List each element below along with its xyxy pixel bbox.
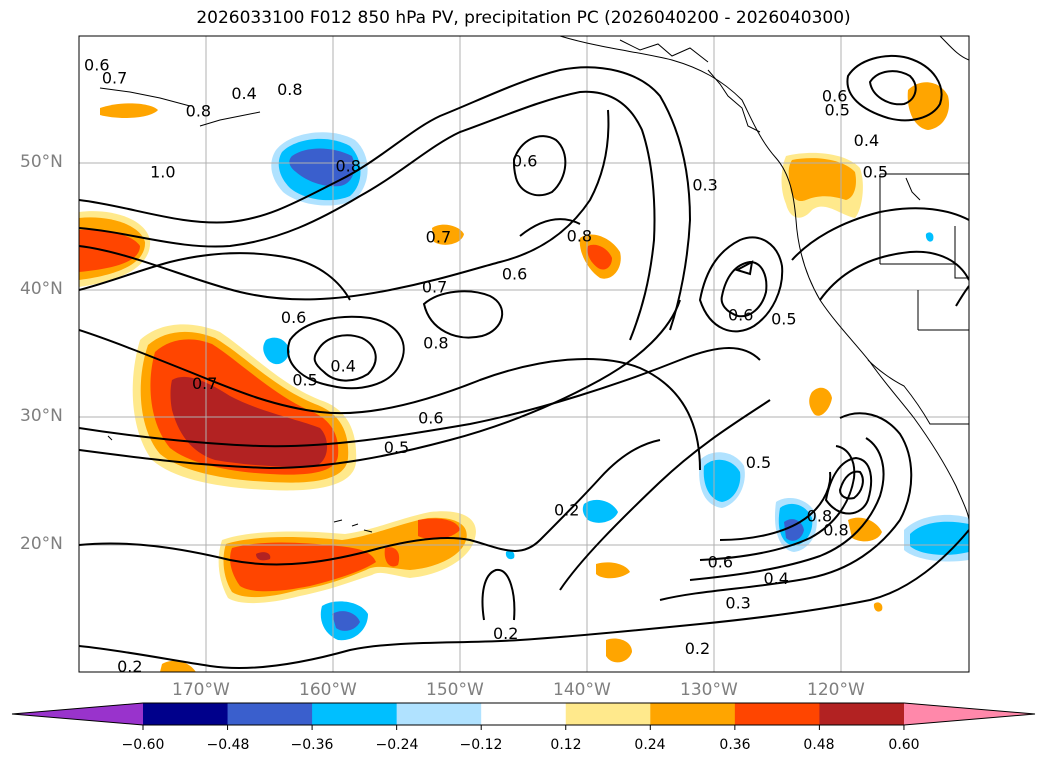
lon-label: 160°W [299, 680, 357, 700]
contour-label: 0.5 [771, 309, 796, 328]
colorbar-cell [312, 703, 398, 725]
contour-label: 0.3 [692, 175, 717, 194]
colorbar-tick-label: 0.24 [634, 737, 666, 753]
precip-positive-area [384, 547, 400, 567]
colorbar-cell [143, 703, 229, 725]
precip-positive-area [848, 517, 882, 542]
colorbar-tick-label: −0.24 [375, 737, 419, 753]
contour-label: 0.8 [277, 80, 302, 99]
contour-label: 0.5 [863, 163, 888, 182]
colorbar-cell [481, 703, 567, 725]
contour-label: 0.6 [84, 56, 109, 75]
contour-label: 0.4 [330, 356, 355, 375]
contour-label: 0.6 [512, 151, 537, 170]
lon-label: 130°W [680, 680, 738, 700]
contour-label: 0.7 [192, 374, 217, 393]
precip-negative-area [582, 499, 618, 523]
colorbar-tick-label: 0.60 [888, 737, 920, 753]
lon-label: 170°W [172, 680, 230, 700]
precip-positive-area [907, 82, 950, 130]
precip-negative-area [289, 148, 355, 187]
contour-label: 0.5 [824, 100, 849, 119]
precip-positive-area [587, 244, 612, 270]
contour-label: 0.6 [708, 553, 733, 572]
lat-label: 40°N [20, 279, 63, 299]
contour-label: 0.8 [423, 333, 448, 352]
precip-negative-area [703, 459, 741, 502]
contour-label: 0.6 [418, 409, 443, 428]
precip-negative-area [263, 337, 290, 365]
colorbar-tick-label: −0.60 [121, 737, 165, 753]
contour-label: 0.6 [281, 308, 306, 327]
contour-label: 0.8 [567, 226, 592, 245]
contour-label: 0.2 [554, 500, 579, 519]
colorbar-cell [396, 703, 482, 725]
colorbar-tick-label: 0.48 [803, 737, 835, 753]
lon-label: 150°W [426, 680, 484, 700]
colorbar-extend-low [12, 703, 143, 725]
precip-positive-area [873, 602, 883, 612]
contour-label: 0.6 [728, 305, 753, 324]
contour-label: 0.4 [854, 131, 879, 150]
contour-label: 0.2 [493, 624, 518, 643]
contour-label: 0.8 [807, 507, 832, 526]
colorbar-extend-high [904, 703, 1035, 725]
colorbar-tick-label: 0.36 [719, 737, 751, 753]
contour-label: 0.8 [186, 102, 211, 121]
colorbar-cell [734, 703, 820, 725]
lat-label: 20°N [20, 534, 63, 554]
contour-label: 1.0 [150, 163, 175, 182]
colorbar-cell [565, 703, 651, 725]
precip-negative-area [332, 611, 360, 631]
contour-labels: 0.60.70.80.40.80.81.00.60.30.50.40.60.50… [84, 56, 888, 676]
plot-title: 2026033100 F012 850 hPa PV, precipitatio… [196, 8, 851, 28]
lat-label: 50°N [20, 152, 63, 172]
map-frame [78, 35, 970, 673]
contour-label: 0.5 [746, 453, 771, 472]
contour-label: 0.4 [231, 84, 256, 103]
precip-positive-area [160, 660, 196, 672]
contour-label: 0.8 [336, 156, 361, 175]
contour-label: 0.2 [685, 639, 710, 658]
colorbar-cell [227, 703, 313, 725]
precip-positive-area [418, 518, 460, 540]
colorbar-tick-label: −0.36 [290, 737, 334, 753]
contour-label: 0.2 [117, 657, 142, 676]
lon-label: 120°W [807, 680, 865, 700]
precip-positive-area [256, 552, 271, 561]
contour-label: 0.4 [764, 569, 789, 588]
precip-positive-area [596, 562, 630, 579]
colorbar-tick-label: −0.12 [459, 737, 503, 753]
pv-contours [79, 55, 969, 669]
contour-label: 0.6 [822, 86, 847, 105]
contour-label: 0.5 [292, 370, 317, 389]
contour-label: 0.7 [422, 277, 447, 296]
contour-label: 0.3 [725, 593, 750, 612]
precip-negative-area [784, 519, 804, 541]
colorbar-tick-label: 0.12 [550, 737, 582, 753]
contour-label: 0.7 [426, 228, 451, 247]
coastlines [99, 36, 969, 533]
lat-label: 30°N [20, 406, 63, 426]
contour-label: 0.6 [502, 265, 527, 284]
contour-label: 0.5 [384, 438, 409, 457]
precip-negative-area [925, 232, 934, 242]
contour-label: 0.8 [823, 521, 848, 540]
precip-positive-area [230, 542, 376, 592]
precip-positive-area [788, 158, 856, 202]
precip-positive-area [606, 638, 632, 663]
colorbar-cell [819, 703, 905, 725]
precip-positive-area [432, 224, 464, 245]
precip-positive-area [809, 387, 832, 416]
colorbar-cell [650, 703, 736, 725]
precip-negative-area [505, 550, 515, 560]
map-gridlines [79, 36, 969, 672]
colorbar [11, 702, 1036, 730]
precip-positive-area [100, 103, 158, 118]
contour-label: 0.7 [102, 68, 127, 87]
lon-label: 140°W [553, 680, 611, 700]
colorbar-tick-label: −0.48 [206, 737, 250, 753]
